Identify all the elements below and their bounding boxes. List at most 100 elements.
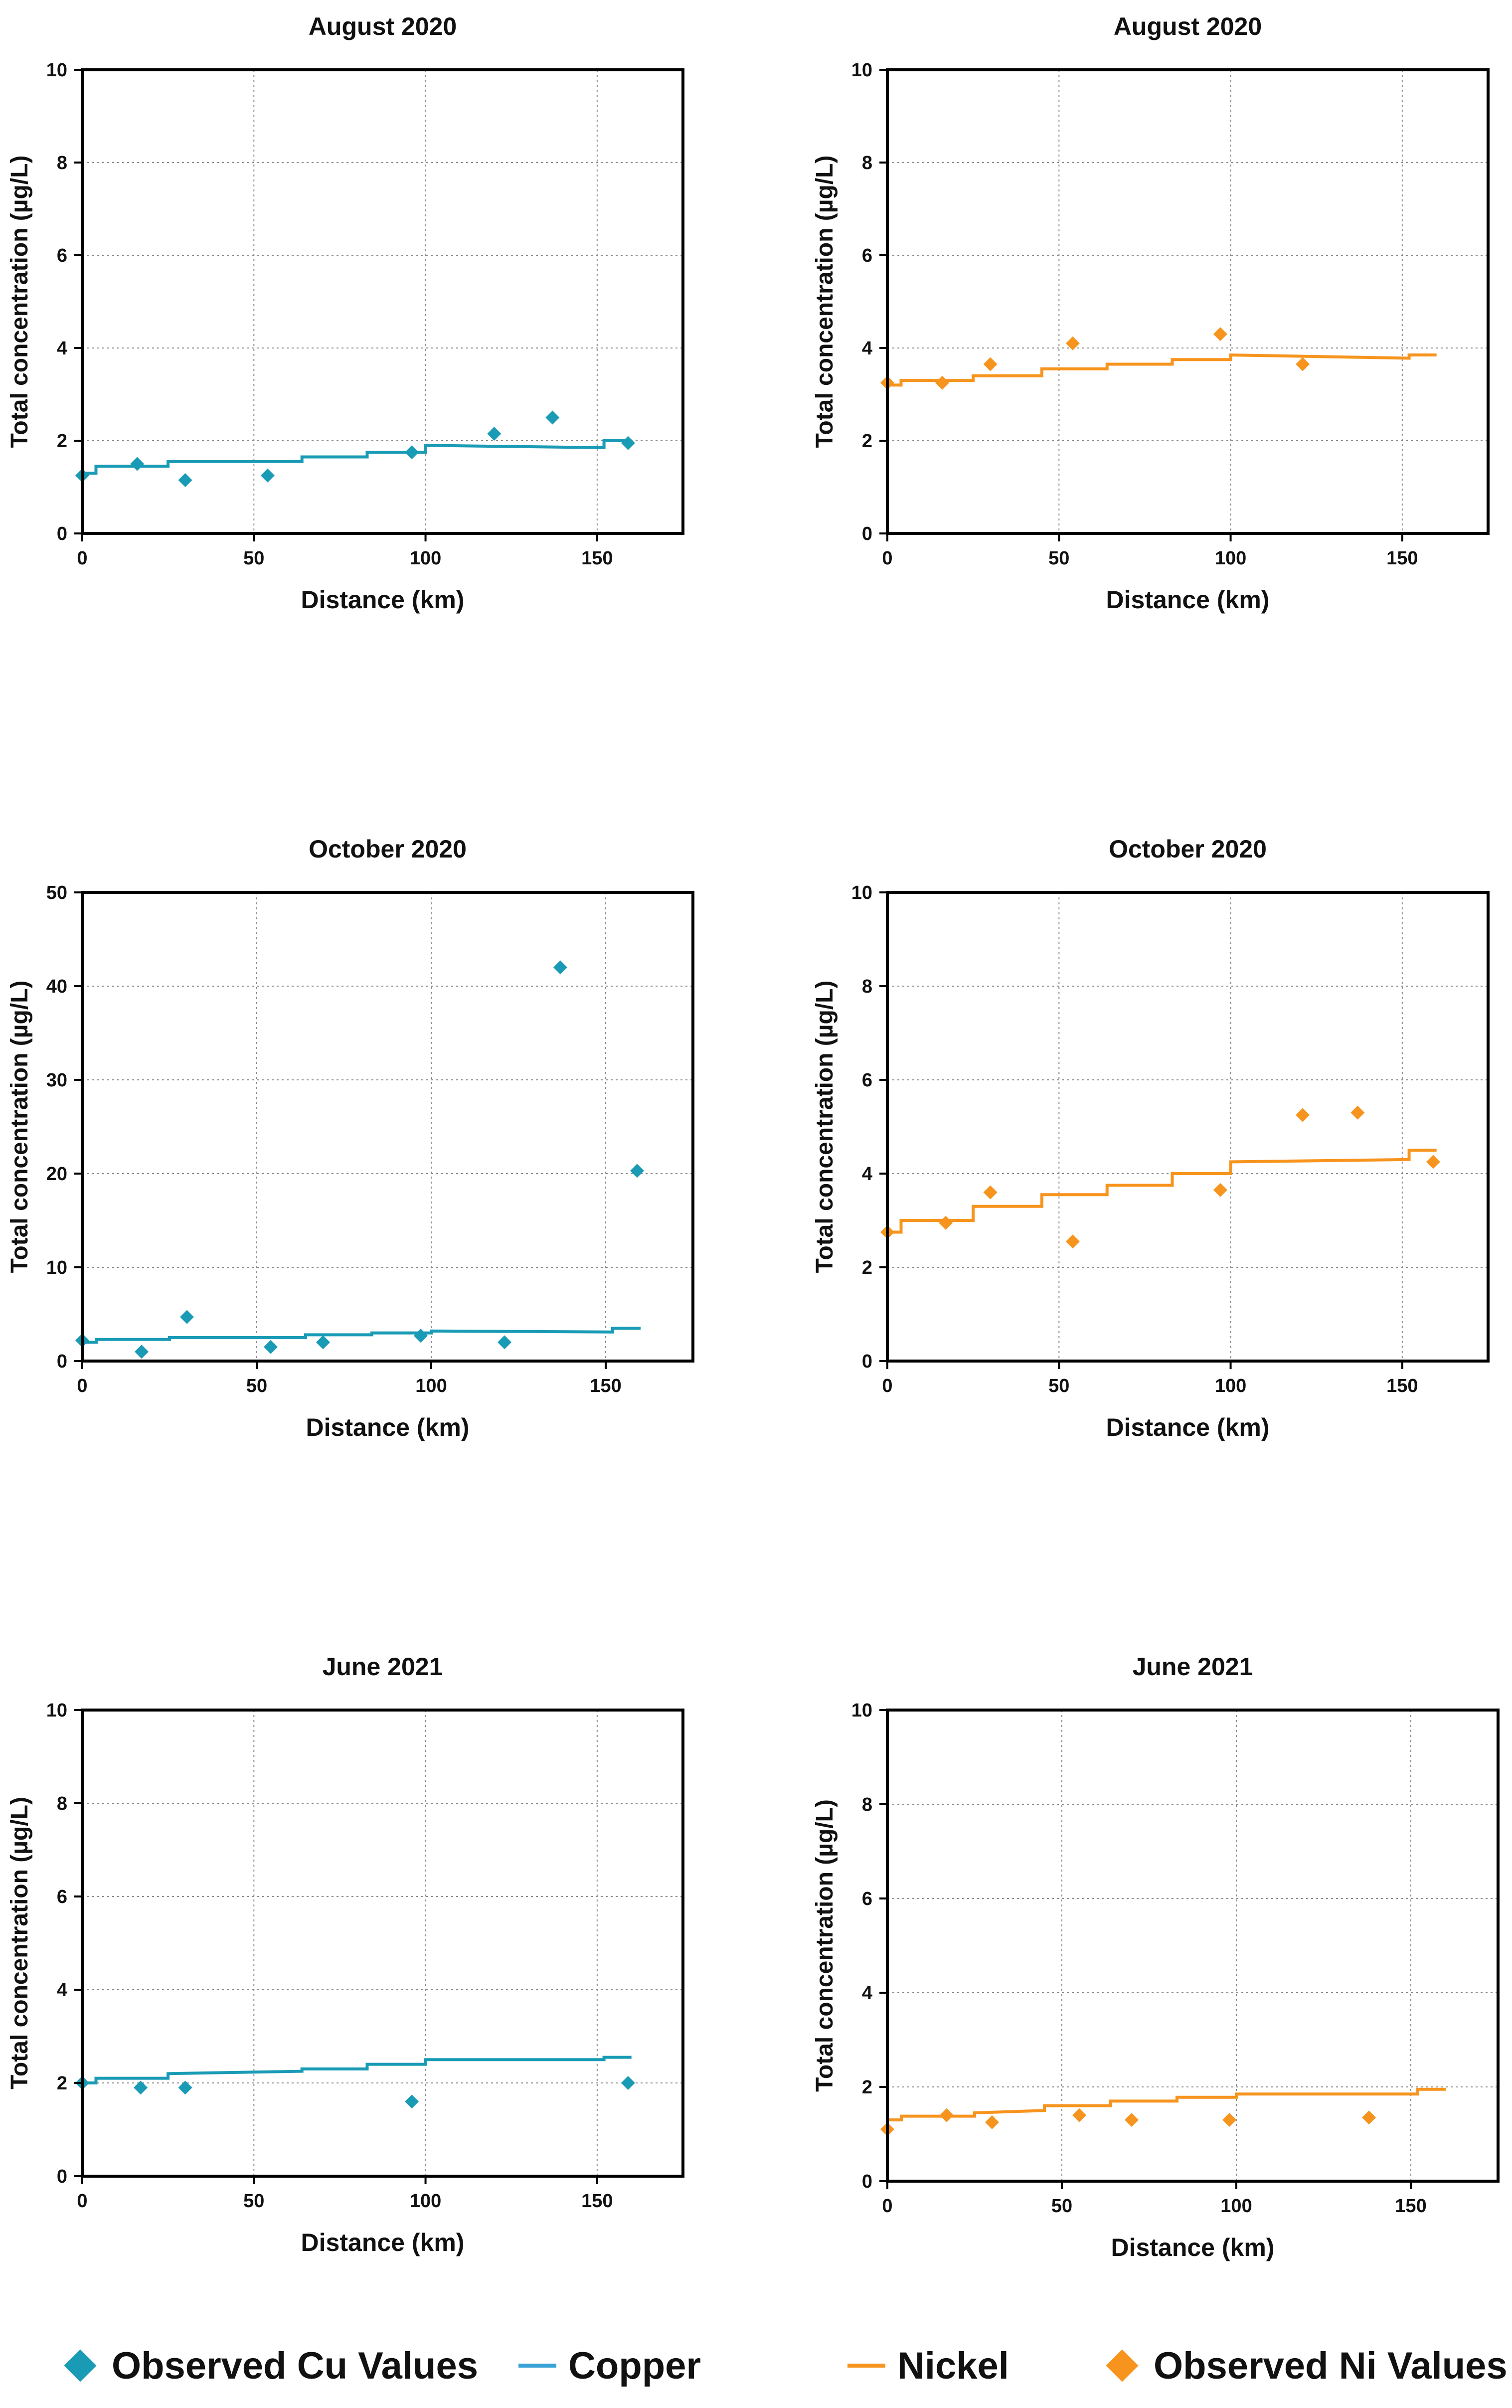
legend-observed-ni-label: Observed Ni Values	[1154, 2344, 1508, 2387]
observed-point	[1213, 1183, 1227, 1197]
chart-title: October 2020	[309, 835, 467, 863]
x-tick-label: 50	[243, 2191, 264, 2212]
observed-point	[498, 1335, 511, 1350]
x-tick-label: 50	[243, 548, 264, 569]
y-tick-label: 2	[57, 431, 67, 452]
x-tick-label: 150	[581, 548, 613, 569]
x-tick-label: 0	[77, 2191, 87, 2212]
legend-observed-cu-label: Observed Cu Values	[112, 2344, 478, 2387]
plot-frame	[886, 68, 1490, 535]
observed-point	[1065, 1234, 1080, 1249]
x-tick-label: 150	[1386, 548, 1418, 569]
x-tick-label: 150	[590, 1376, 621, 1396]
chart-title: June 2021	[323, 1653, 443, 1681]
observed-point	[1222, 2113, 1236, 2127]
x-tick-label: 0	[77, 1376, 87, 1396]
y-tick-label: 8	[862, 1794, 872, 1815]
legend-observed-ni: Observed Ni Values	[1102, 2338, 1508, 2393]
y-axis-label: Total concentration (µg/L)	[812, 1799, 838, 2092]
x-axis-label: Distance (km)	[1106, 1413, 1270, 1441]
y-tick-label: 10	[46, 60, 67, 81]
y-tick-label: 10	[46, 1700, 67, 1721]
chart-panel-5: 0 50 100 150 0 2 4 6 8 10 June 2021 Distance (km) To…	[6, 1653, 684, 2256]
observed-point	[553, 960, 567, 975]
observed-point	[1213, 327, 1227, 342]
observed-point	[135, 1345, 149, 1359]
legend-observed-cu: Observed Cu Values	[60, 2338, 478, 2393]
y-tick-label: 4	[57, 1980, 67, 2001]
observed-point	[260, 468, 275, 483]
observed-point	[1296, 1108, 1310, 1122]
x-tick-label: 100	[1215, 1376, 1246, 1396]
y-tick-label: 50	[46, 882, 67, 903]
observed-point	[545, 410, 560, 425]
observed-point	[178, 473, 192, 488]
observed-point	[1296, 357, 1310, 371]
y-tick-label: 10	[46, 1257, 67, 1278]
x-tick-label: 50	[1048, 1376, 1069, 1396]
observed-point	[316, 1335, 330, 1350]
observed-point	[1350, 1105, 1365, 1120]
observed-point	[178, 2080, 192, 2095]
observed-point	[134, 2080, 148, 2095]
y-tick-label: 6	[57, 245, 67, 266]
chart-title: June 2021	[1133, 1653, 1253, 1681]
observed-point	[1362, 2110, 1376, 2125]
observed-point	[630, 1164, 644, 1178]
y-tick-label: 40	[46, 976, 67, 997]
y-tick-label: 10	[851, 1700, 872, 1721]
y-tick-label: 8	[57, 153, 67, 173]
chart-title: August 2020	[309, 12, 457, 40]
x-tick-label: 0	[882, 548, 892, 569]
x-tick-label: 50	[1051, 2196, 1072, 2217]
diamond-marker-icon	[1106, 2349, 1139, 2382]
x-axis-label: Distance (km)	[301, 2229, 465, 2256]
model-line	[887, 1149, 1437, 1234]
line-swatch-icon	[847, 2364, 885, 2368]
x-axis-label: Distance (km)	[306, 1413, 470, 1441]
x-tick-label: 0	[77, 548, 87, 569]
observed-point	[487, 427, 502, 441]
observed-point	[983, 1185, 998, 1200]
observed-point	[940, 2108, 954, 2122]
legend: Observed Cu Values Copper Nickel Observe…	[0, 2338, 1512, 2393]
x-tick-label: 100	[1215, 548, 1246, 569]
y-tick-label: 4	[862, 1983, 872, 2004]
y-axis-label: Total concentration (µg/L)	[6, 1797, 33, 2089]
y-tick-label: 0	[862, 1351, 872, 1372]
plot-frame	[81, 1709, 684, 2178]
observed-point	[180, 1310, 194, 1324]
x-tick-label: 100	[410, 2191, 441, 2212]
chart-title: August 2020	[1114, 12, 1262, 40]
y-axis-label: Total concentration (µg/L)	[812, 981, 838, 1273]
plot-frame	[886, 891, 1490, 1363]
y-axis-label: Total concentration (µg/L)	[6, 981, 33, 1273]
x-tick-label: 100	[415, 1376, 447, 1396]
y-tick-label: 8	[57, 1793, 67, 1814]
y-tick-label: 0	[57, 2166, 67, 2187]
chart-panel-4: 0 50 100 150 0 2 4 6 8 10 October 2020 Distance (km…	[812, 835, 1490, 1441]
y-tick-label: 0	[862, 523, 872, 544]
y-tick-label: 30	[46, 1070, 67, 1091]
legend-copper-label: Copper	[568, 2344, 701, 2387]
y-tick-label: 0	[862, 2171, 872, 2192]
chart-panel-3: 0 50 100 150 0 10 20 30 40 50 October 2020 Distance…	[6, 835, 694, 1441]
x-tick-label: 150	[1386, 1376, 1418, 1396]
y-tick-label: 4	[862, 338, 872, 359]
x-tick-label: 100	[1220, 2196, 1252, 2217]
x-tick-label: 0	[882, 2196, 892, 2217]
model-line	[887, 2087, 1446, 2122]
model-line	[887, 353, 1437, 387]
y-tick-label: 8	[862, 153, 872, 173]
observed-point	[983, 357, 998, 371]
observed-point	[130, 457, 145, 471]
y-tick-label: 6	[862, 1070, 872, 1091]
observed-point	[1125, 2113, 1139, 2127]
x-axis-label: Distance (km)	[301, 586, 465, 614]
chart-panel-6: 0 50 100 150 0 2 4 6 8 10 June 2021 Distance (km) To…	[812, 1653, 1500, 2261]
y-axis-label: Total concentration (µg/L)	[6, 156, 33, 448]
model-line	[82, 1327, 641, 1344]
y-tick-label: 6	[57, 1887, 67, 1907]
diamond-marker-icon	[64, 2349, 97, 2382]
x-tick-label: 0	[882, 1376, 892, 1396]
